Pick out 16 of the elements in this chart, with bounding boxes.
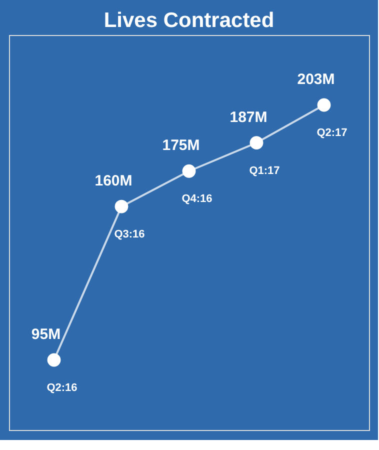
point (47, 353, 61, 367)
chart-title: Lives Contracted (104, 9, 274, 32)
point (182, 164, 196, 178)
data-label: 175M (162, 137, 200, 154)
point (114, 200, 128, 214)
x-tick-label: Q1:17 (249, 164, 280, 177)
x-tick-label: Q2:16 (46, 382, 78, 394)
x-tick-label: Q4:16 (182, 193, 212, 206)
data-label: 95M (31, 326, 61, 343)
point (317, 98, 331, 112)
data-label: 160M (94, 172, 132, 190)
x-tick-label: Q2:17 (316, 127, 348, 139)
x-tick-label: Q3:16 (114, 228, 145, 241)
point (250, 136, 264, 150)
data-label: 187M (230, 108, 268, 126)
data-label: 203M (297, 71, 335, 88)
